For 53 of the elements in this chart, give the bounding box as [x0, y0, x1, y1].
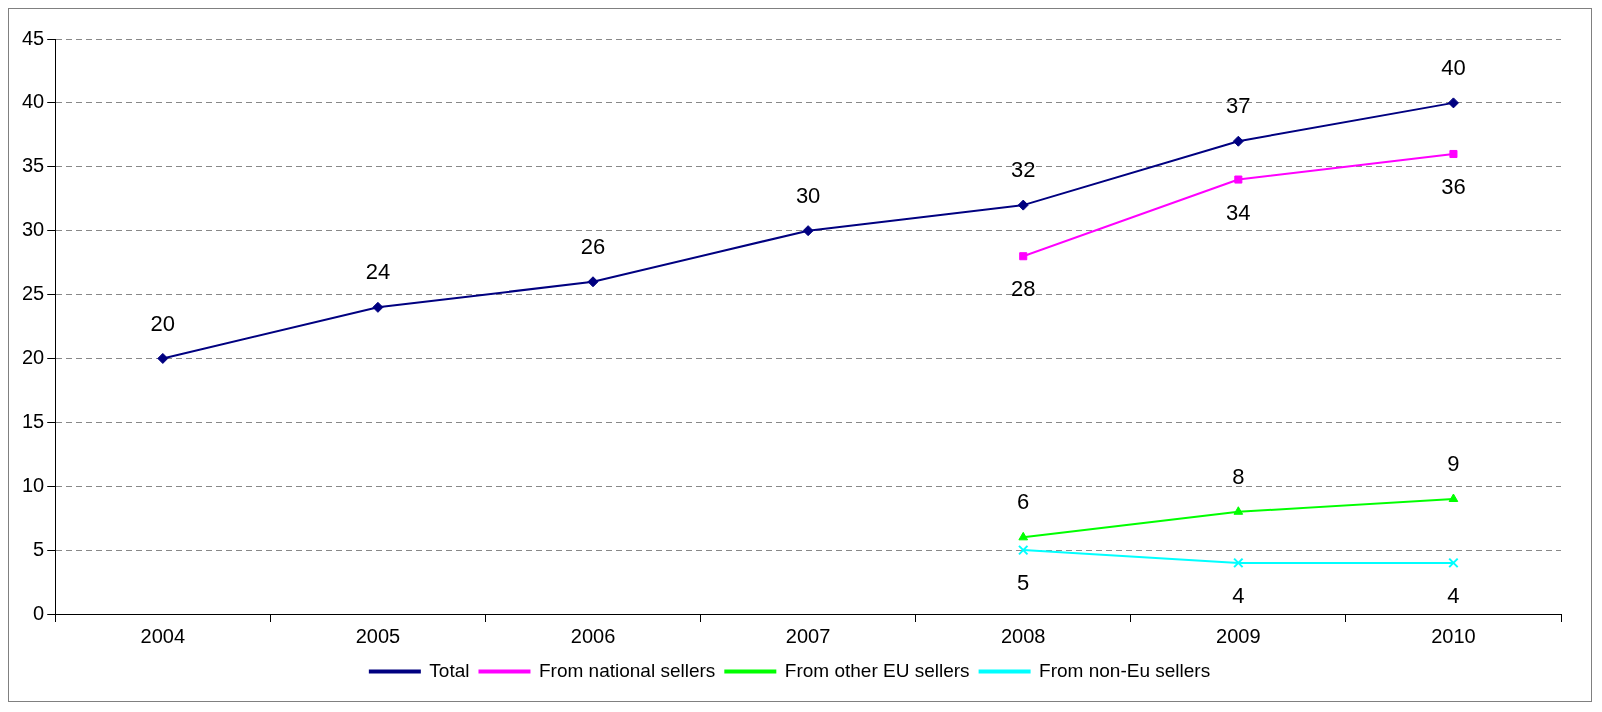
data-label: 9 — [1447, 451, 1460, 477]
y-tick-label: 10 — [22, 473, 45, 496]
data-label: 26 — [580, 233, 606, 259]
data-label: 28 — [1010, 276, 1036, 302]
data-label: 37 — [1226, 93, 1251, 119]
y-tick-label: 5 — [33, 537, 45, 560]
data-label: 8 — [1232, 463, 1245, 489]
y-tick-label: 20 — [22, 345, 45, 368]
data-label: 4 — [1447, 582, 1460, 608]
legend-label: From non-Eu sellers — [1039, 659, 1211, 681]
x-tick-label: 2004 — [140, 624, 186, 647]
point — [1018, 531, 1029, 541]
point — [1233, 506, 1244, 515]
point — [1232, 135, 1244, 147]
x-tick-label: 2005 — [355, 624, 401, 647]
point — [1017, 544, 1029, 556]
y-tick-label: 15 — [22, 409, 45, 432]
y-tick-label: 25 — [22, 282, 45, 305]
point — [1447, 97, 1459, 109]
point — [587, 276, 599, 288]
x-tick-label: 2008 — [1000, 624, 1046, 647]
data-label: 30 — [795, 182, 821, 208]
legend-label: From national sellers — [538, 659, 716, 681]
point — [1017, 199, 1029, 211]
point — [1448, 557, 1459, 569]
point — [372, 301, 384, 313]
x-tick-label: 2010 — [1431, 624, 1476, 647]
y-tick-label: 35 — [22, 154, 45, 177]
point — [1233, 557, 1244, 569]
data-label: 24 — [365, 259, 391, 285]
data-label: 40 — [1441, 54, 1466, 80]
y-tick-label: 30 — [22, 218, 45, 241]
point — [802, 225, 814, 237]
point — [1019, 252, 1028, 261]
x-tick-label: 2006 — [570, 624, 616, 647]
data-label: 5 — [1017, 570, 1030, 596]
point — [157, 352, 169, 364]
point — [1234, 175, 1243, 184]
data-label: 36 — [1441, 174, 1466, 200]
data-label: 6 — [1017, 489, 1030, 515]
y-tick-label: 0 — [33, 601, 45, 624]
legend-label: Total — [429, 659, 470, 681]
data-label: 32 — [1010, 157, 1036, 183]
data-label: 4 — [1232, 582, 1245, 608]
x-tick-label: 2009 — [1216, 624, 1261, 647]
legend-label: From other EU sellers — [784, 659, 970, 681]
point — [1448, 493, 1459, 502]
y-tick-label: 45 — [22, 26, 45, 49]
data-label: 34 — [1226, 199, 1251, 225]
point — [1449, 149, 1458, 159]
y-tick-label: 40 — [22, 90, 45, 113]
x-tick-label: 2007 — [785, 624, 831, 647]
data-label: 20 — [150, 310, 176, 336]
